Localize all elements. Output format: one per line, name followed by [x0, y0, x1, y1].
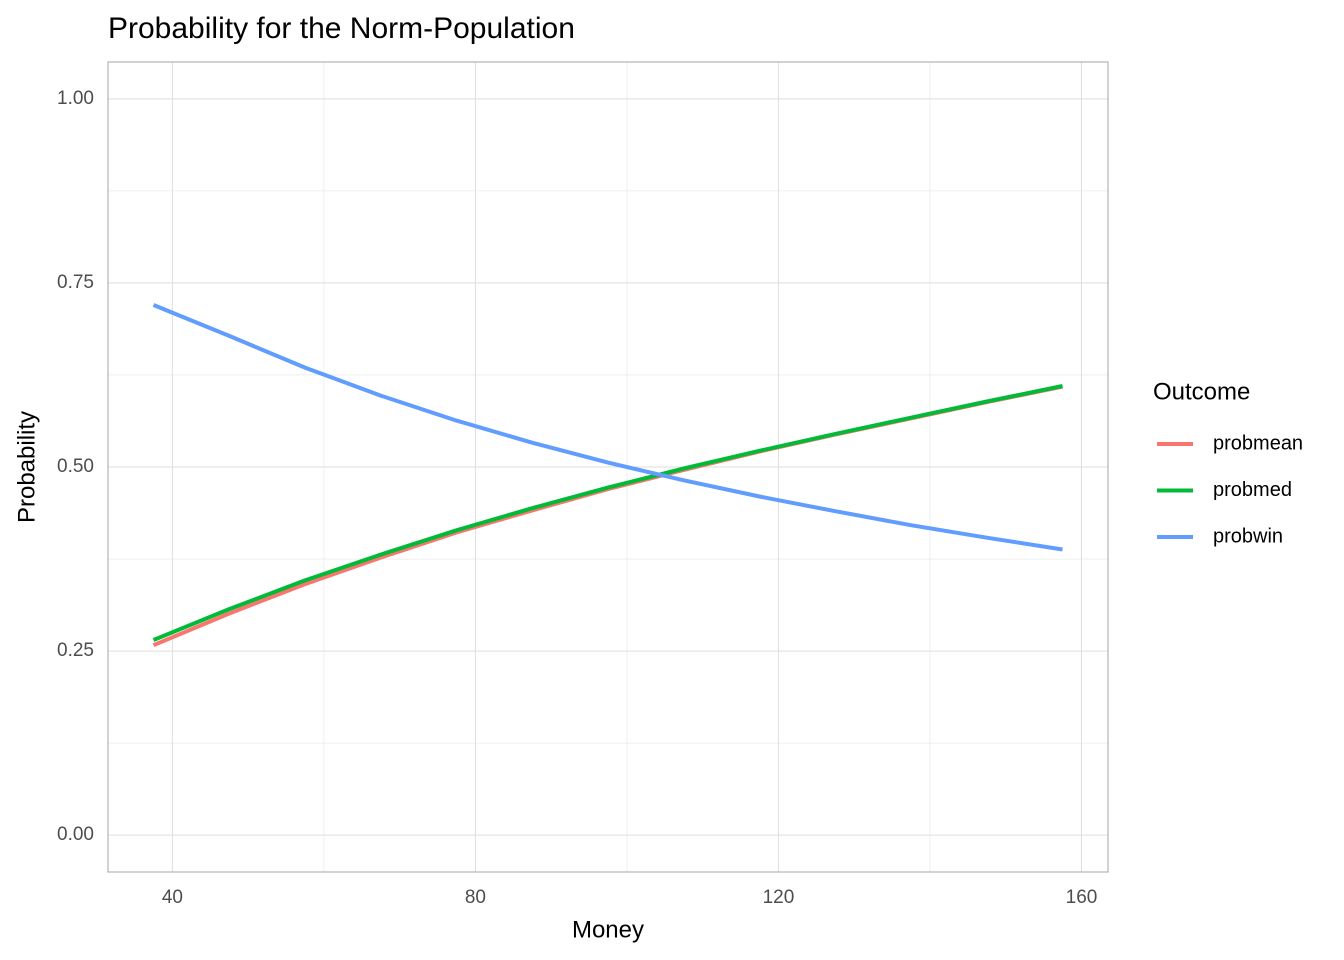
- grid: [108, 62, 1108, 872]
- legend-label: probwin: [1213, 525, 1283, 547]
- x-tick-label: 80: [465, 887, 486, 908]
- y-tick-label: 0.75: [57, 272, 94, 293]
- legend-label: probmean: [1213, 432, 1303, 454]
- x-tick-label: 120: [763, 887, 795, 908]
- y-tick-label: 1.00: [57, 88, 94, 109]
- y-tick-label: 0.25: [57, 640, 94, 661]
- chart-title: Probability for the Norm-Population: [108, 12, 575, 45]
- data-line: [152, 384, 1063, 642]
- data-line: [152, 303, 1063, 552]
- y-tick-label: 0.00: [57, 824, 94, 845]
- y-axis-title: Probability: [13, 411, 40, 523]
- data-line: [152, 384, 1063, 648]
- x-tick-label: 40: [162, 887, 183, 908]
- legend-label: probmed: [1213, 479, 1292, 501]
- panel-border: [107, 61, 1109, 873]
- x-axis-title: Money: [572, 916, 644, 943]
- x-tick-label: 160: [1066, 887, 1098, 908]
- legend-title: Outcome: [1153, 378, 1250, 405]
- y-tick-label: 0.50: [57, 456, 94, 477]
